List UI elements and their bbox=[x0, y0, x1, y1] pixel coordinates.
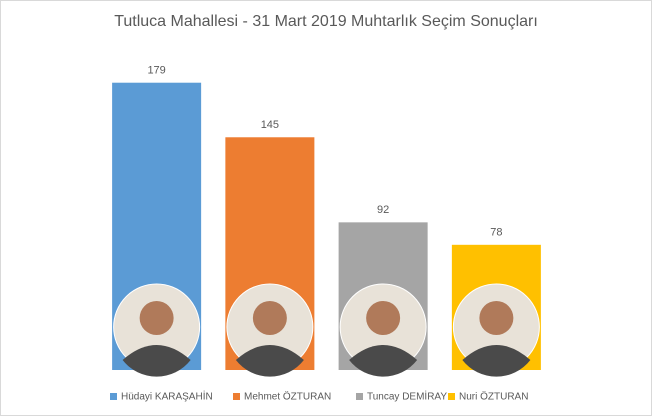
legend-swatch bbox=[233, 393, 240, 400]
photo-body bbox=[349, 345, 418, 377]
legend-swatch bbox=[356, 393, 363, 400]
photo-face bbox=[139, 301, 174, 335]
chart-title: Tutluca Mahallesi - 31 Mart 2019 Muhtarl… bbox=[114, 13, 538, 30]
photo-face bbox=[252, 301, 287, 335]
legend-swatch bbox=[110, 393, 117, 400]
value-label: 145 bbox=[261, 119, 279, 131]
photo-body bbox=[462, 345, 531, 377]
value-label: 92 bbox=[377, 204, 389, 216]
legend-label: Nuri ÖZTURAN bbox=[459, 391, 528, 403]
legend-swatch bbox=[448, 393, 455, 400]
photo-face bbox=[366, 301, 401, 335]
legend-label: Tuncay DEMİRAY bbox=[367, 390, 447, 403]
photo-face bbox=[479, 301, 514, 335]
photo-body bbox=[235, 345, 304, 377]
photo-body bbox=[122, 345, 191, 377]
legend-label: Hüdayi KARAŞAHİN bbox=[121, 390, 213, 403]
value-label: 179 bbox=[147, 65, 165, 77]
legend-label: Mehmet ÖZTURAN bbox=[244, 391, 331, 403]
value-label: 78 bbox=[490, 227, 502, 239]
